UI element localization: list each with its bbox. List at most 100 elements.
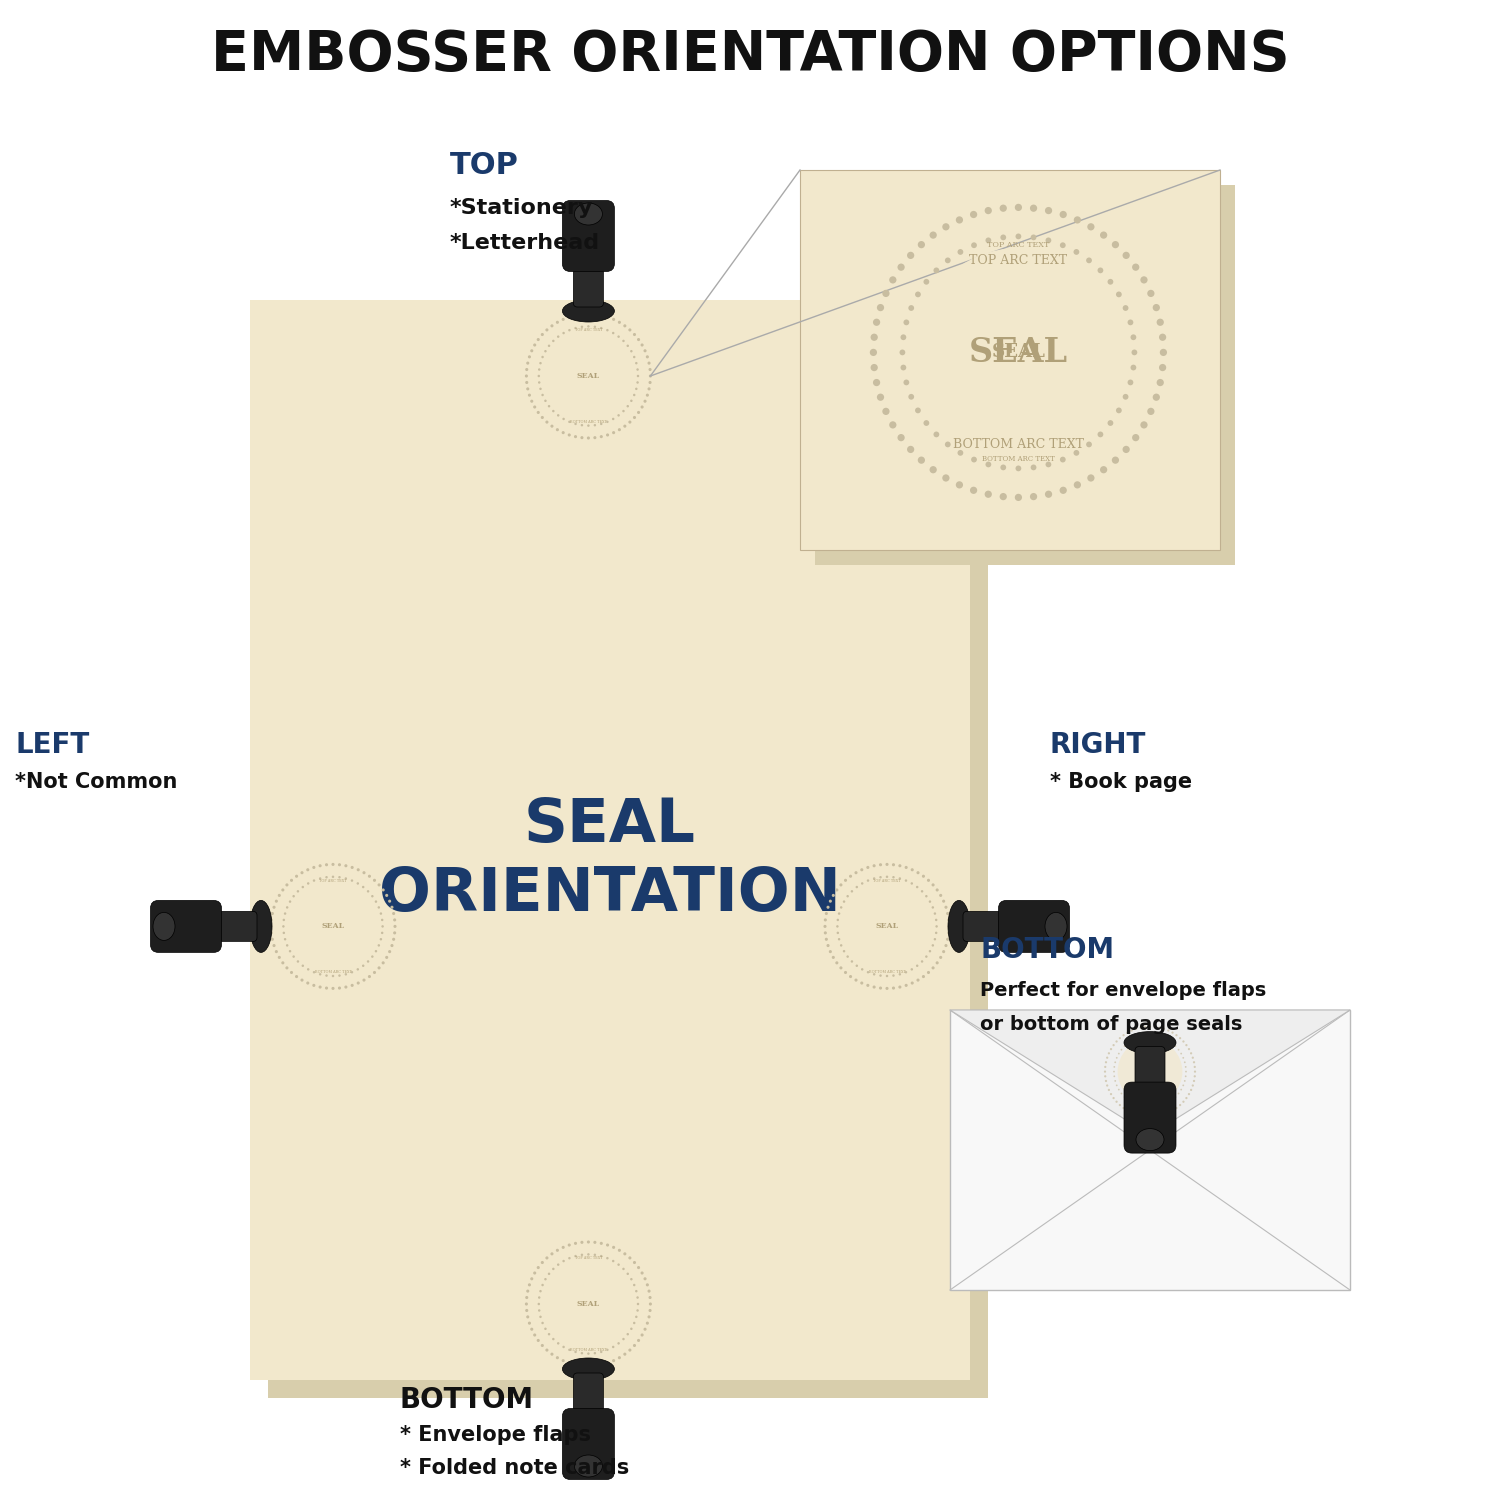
Circle shape	[561, 430, 564, 433]
Circle shape	[1104, 1076, 1107, 1077]
Circle shape	[370, 956, 374, 958]
Circle shape	[290, 970, 292, 974]
Circle shape	[1184, 1062, 1185, 1064]
Circle shape	[1120, 1092, 1122, 1095]
Circle shape	[859, 868, 864, 871]
Circle shape	[1180, 1089, 1182, 1090]
Circle shape	[546, 420, 549, 423]
Circle shape	[326, 975, 328, 976]
Circle shape	[873, 864, 876, 867]
Circle shape	[270, 932, 273, 934]
Circle shape	[861, 882, 864, 885]
Text: BOTTOM ARC TEXT: BOTTOM ARC TEXT	[1131, 1102, 1168, 1107]
Circle shape	[580, 314, 584, 316]
Circle shape	[946, 932, 950, 934]
Circle shape	[1113, 1066, 1114, 1068]
Circle shape	[1174, 1046, 1176, 1047]
Circle shape	[914, 248, 1124, 458]
Circle shape	[873, 380, 880, 386]
Circle shape	[1118, 1040, 1182, 1104]
Circle shape	[540, 1316, 542, 1318]
Circle shape	[548, 345, 550, 346]
Circle shape	[338, 876, 340, 879]
Circle shape	[326, 876, 328, 879]
Circle shape	[393, 926, 396, 928]
Circle shape	[1184, 1080, 1185, 1082]
Circle shape	[525, 1296, 528, 1299]
Circle shape	[392, 912, 394, 915]
FancyBboxPatch shape	[573, 244, 603, 308]
Circle shape	[844, 879, 847, 882]
Circle shape	[630, 1328, 633, 1330]
Text: SEAL: SEAL	[876, 922, 898, 930]
Circle shape	[824, 932, 827, 934]
Circle shape	[878, 393, 884, 400]
Circle shape	[1179, 1036, 1180, 1040]
Circle shape	[915, 291, 921, 297]
Circle shape	[879, 876, 882, 879]
Circle shape	[1152, 393, 1160, 400]
Circle shape	[648, 387, 651, 390]
Circle shape	[525, 381, 528, 384]
Circle shape	[634, 1316, 638, 1318]
Circle shape	[1140, 422, 1148, 429]
Text: TOP ARC TEXT: TOP ARC TEXT	[320, 879, 346, 882]
Circle shape	[946, 912, 950, 915]
Circle shape	[528, 1322, 531, 1324]
Circle shape	[561, 1246, 564, 1250]
Polygon shape	[950, 1010, 1350, 1136]
Circle shape	[284, 912, 286, 915]
Circle shape	[386, 956, 388, 958]
Circle shape	[308, 882, 309, 885]
Text: * Envelope flaps: * Envelope flaps	[400, 1425, 591, 1444]
Circle shape	[1194, 1071, 1196, 1072]
Circle shape	[870, 350, 877, 355]
Circle shape	[612, 1246, 615, 1250]
Circle shape	[984, 490, 992, 498]
Circle shape	[1108, 1089, 1110, 1090]
Circle shape	[867, 865, 870, 868]
Circle shape	[1160, 333, 1166, 340]
Circle shape	[332, 987, 334, 990]
Circle shape	[650, 375, 652, 378]
Circle shape	[640, 1334, 644, 1336]
Circle shape	[921, 890, 924, 892]
Circle shape	[1131, 364, 1137, 370]
Circle shape	[318, 986, 321, 988]
Circle shape	[633, 1284, 636, 1287]
Circle shape	[1185, 1044, 1188, 1047]
Circle shape	[538, 381, 540, 384]
Circle shape	[830, 900, 833, 903]
Circle shape	[1120, 1048, 1122, 1050]
Text: SEAL
ORIENTATION: SEAL ORIENTATION	[380, 796, 842, 924]
Circle shape	[567, 1244, 572, 1246]
Circle shape	[1106, 1080, 1107, 1082]
Circle shape	[1148, 290, 1155, 297]
Circle shape	[574, 314, 578, 316]
Circle shape	[542, 1344, 544, 1347]
Circle shape	[630, 350, 633, 352]
Circle shape	[836, 926, 839, 927]
FancyBboxPatch shape	[963, 912, 1026, 942]
Circle shape	[855, 871, 858, 874]
Circle shape	[873, 986, 876, 988]
Circle shape	[1113, 1071, 1114, 1072]
Circle shape	[833, 894, 836, 897]
Circle shape	[550, 1353, 554, 1356]
Circle shape	[1016, 234, 1022, 240]
Text: BOTTOM ARC TEXT: BOTTOM ARC TEXT	[570, 1348, 608, 1352]
Circle shape	[270, 918, 273, 921]
Circle shape	[1167, 1040, 1168, 1041]
Circle shape	[1132, 433, 1140, 441]
Circle shape	[574, 1350, 578, 1353]
Circle shape	[368, 975, 370, 978]
Circle shape	[903, 380, 909, 386]
Circle shape	[594, 1352, 596, 1354]
Circle shape	[1158, 1026, 1161, 1029]
Text: SEAL: SEAL	[578, 372, 600, 380]
Circle shape	[824, 918, 827, 921]
Circle shape	[338, 862, 340, 867]
Text: SEAL: SEAL	[992, 344, 1045, 362]
Circle shape	[624, 324, 627, 327]
Circle shape	[984, 207, 992, 214]
